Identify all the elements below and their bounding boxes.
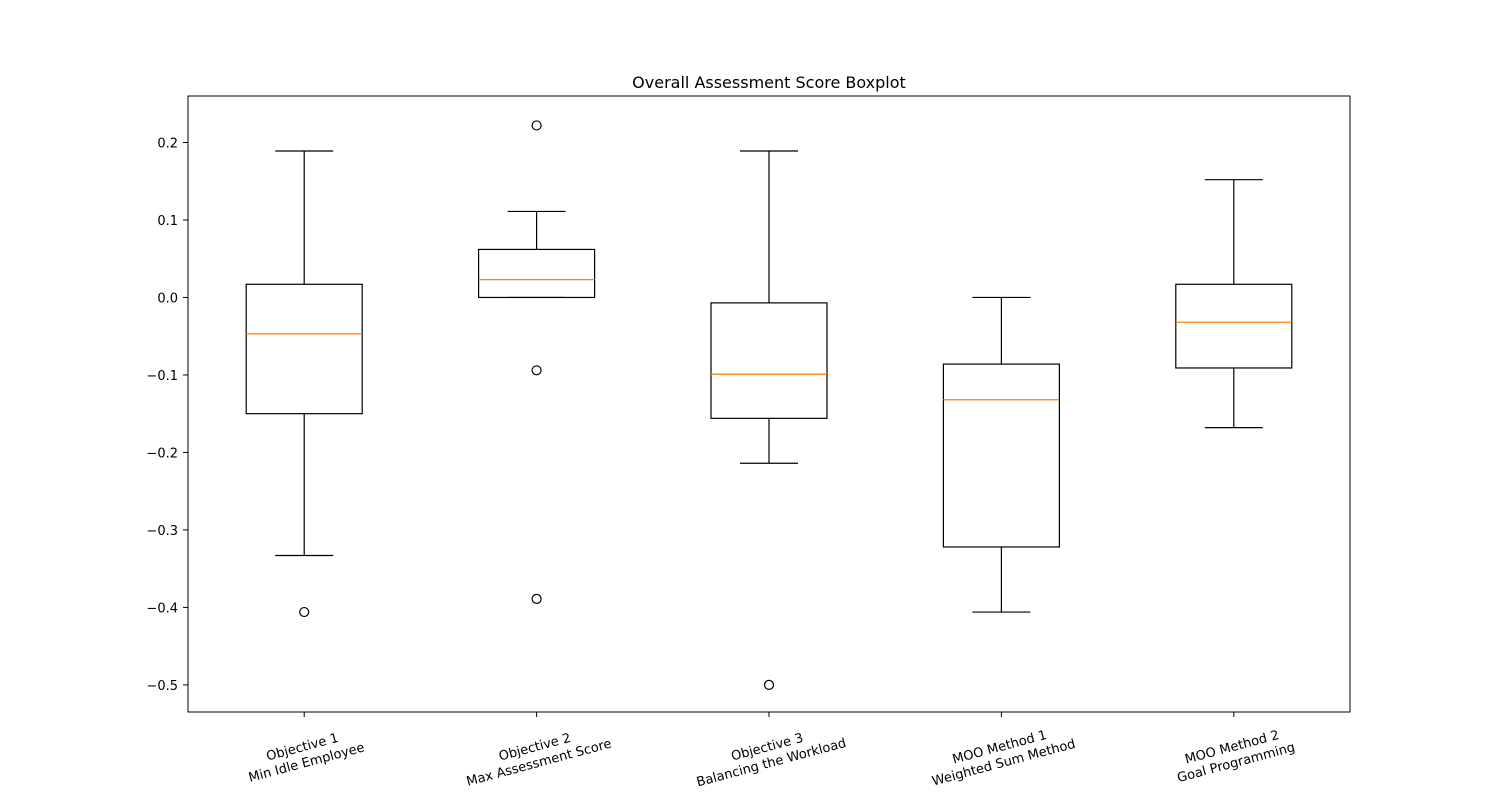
chart-title: Overall Assessment Score Boxplot [632, 73, 906, 92]
box-iqr [942, 363, 1061, 548]
y-tick-label: −0.4 [146, 601, 178, 616]
box-iqr [478, 248, 596, 299]
box-iqr [245, 283, 363, 415]
y-tick-label: −0.2 [146, 446, 178, 461]
box-iqr [710, 302, 828, 419]
outlier-point [531, 120, 542, 131]
box-iqr [1175, 283, 1293, 369]
y-tick-label: −0.5 [146, 679, 178, 694]
y-tick-label: 0.0 [157, 291, 178, 306]
outlier-point [763, 679, 775, 690]
outlier-point [299, 606, 310, 618]
y-tick-label: 0.1 [157, 214, 178, 229]
outlier-point [531, 365, 542, 376]
y-tick-label: −0.1 [146, 369, 178, 384]
plot-area: −0.5 −0.4 −0.3 −0.2 −0.1 0.0 0.1 0.2 Objective 1… [146, 95, 1351, 790]
outlier-point [531, 593, 542, 604]
y-tick-label: −0.3 [146, 524, 178, 539]
y-tick-label: 0.2 [157, 136, 178, 151]
